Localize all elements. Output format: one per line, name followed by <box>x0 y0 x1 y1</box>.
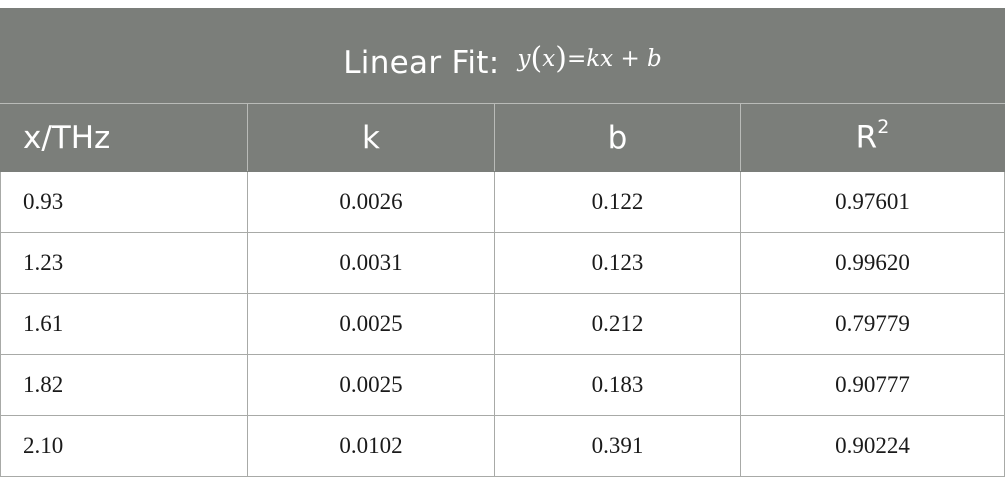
cell-x: 1.23 <box>0 232 248 294</box>
cell-x: 1.61 <box>0 293 248 355</box>
column-header-r2: R2 <box>740 103 1005 172</box>
equation-term-kx: kx <box>586 46 614 72</box>
linear-fit-table: Linear Fit: y(x)=kx + b x/THz k b R2 0.93… <box>0 8 1005 477</box>
cell-r2: 0.90777 <box>740 354 1005 416</box>
column-header-b: b <box>494 103 741 172</box>
cell-r2: 0.90224 <box>740 415 1005 477</box>
table-row: 1.82 0.0025 0.183 0.90777 <box>0 354 1005 416</box>
cell-k: 0.0031 <box>247 232 495 294</box>
cell-r2: 0.97601 <box>740 171 1005 233</box>
table-row: 2.10 0.0102 0.391 0.90224 <box>0 415 1005 477</box>
cell-k: 0.0025 <box>247 354 495 416</box>
column-header-x: x/THz <box>0 103 248 172</box>
cell-k: 0.0025 <box>247 293 495 355</box>
equation-term-b: b <box>647 46 662 72</box>
table-title-row: Linear Fit: y(x)=kx + b <box>0 8 1005 104</box>
column-header-r2-base: R <box>855 119 878 156</box>
column-header-r2-sup: 2 <box>877 116 890 139</box>
cell-b: 0.391 <box>494 415 741 477</box>
table-row: 1.23 0.0031 0.123 0.99620 <box>0 232 1005 294</box>
column-header-k: k <box>247 103 495 172</box>
equation-lhs-arg: x <box>542 46 556 72</box>
cell-k: 0.0102 <box>247 415 495 477</box>
cell-r2: 0.79779 <box>740 293 1005 355</box>
cell-x: 2.10 <box>0 415 248 477</box>
table-title-equation: y(x)=kx + b <box>517 41 662 76</box>
table-row: 1.61 0.0025 0.212 0.79779 <box>0 293 1005 355</box>
cell-b: 0.212 <box>494 293 741 355</box>
equation-equals: = <box>566 46 587 72</box>
table-title-label: Linear Fit: <box>343 45 500 81</box>
cell-b: 0.123 <box>494 232 741 294</box>
table-title-cell: Linear Fit: y(x)=kx + b <box>0 8 1005 104</box>
cell-r2: 0.99620 <box>740 232 1005 294</box>
cell-x: 0.93 <box>0 171 248 233</box>
cell-b: 0.183 <box>494 354 741 416</box>
cell-x: 1.82 <box>0 354 248 416</box>
cell-k: 0.0026 <box>247 171 495 233</box>
cell-b: 0.122 <box>494 171 741 233</box>
linear-fit-table-container: Linear Fit: y(x)=kx + b x/THz k b R2 0.93… <box>0 8 1005 477</box>
equation-plus: + <box>620 46 640 72</box>
table-row: 0.93 0.0026 0.122 0.97601 <box>0 171 1005 233</box>
equation-lhs-var: y <box>517 46 531 72</box>
table-header-row: x/THz k b R2 <box>0 103 1005 172</box>
